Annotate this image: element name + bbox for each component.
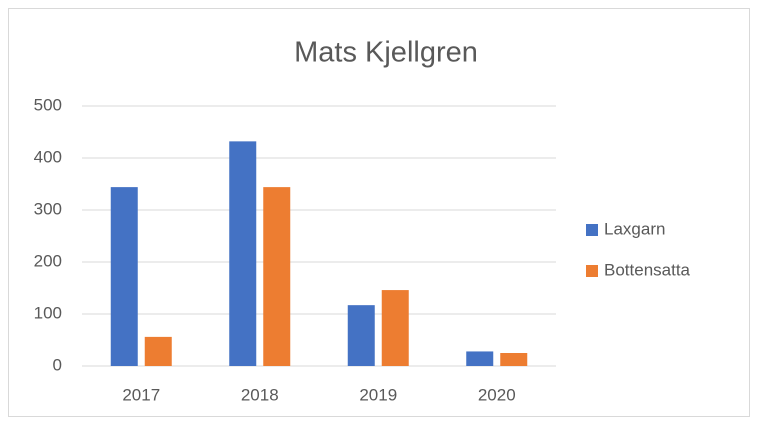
- legend-swatch: [586, 265, 598, 277]
- bar: [229, 141, 257, 366]
- legend-swatch: [586, 224, 598, 236]
- bar: [381, 290, 409, 366]
- bar: [347, 305, 375, 366]
- y-tick-label: 200: [34, 251, 62, 270]
- bar: [263, 187, 291, 366]
- bar: [144, 336, 172, 366]
- x-tick-label: 2018: [241, 385, 279, 404]
- bar: [110, 187, 138, 366]
- y-tick-label: 500: [34, 95, 62, 114]
- y-tick-label: 100: [34, 303, 62, 322]
- y-tick-label: 0: [53, 355, 62, 374]
- x-tick-label: 2019: [359, 385, 397, 404]
- y-tick-label: 300: [34, 199, 62, 218]
- bar: [466, 351, 494, 366]
- bar: [500, 353, 528, 366]
- legend-label: Bottensatta: [604, 260, 691, 279]
- legend-label: Laxgarn: [604, 219, 665, 238]
- x-tick-label: 2017: [122, 385, 160, 404]
- x-tick-label: 2020: [478, 385, 516, 404]
- y-tick-label: 400: [34, 147, 62, 166]
- chart-title: Mats Kjellgren: [294, 37, 478, 69]
